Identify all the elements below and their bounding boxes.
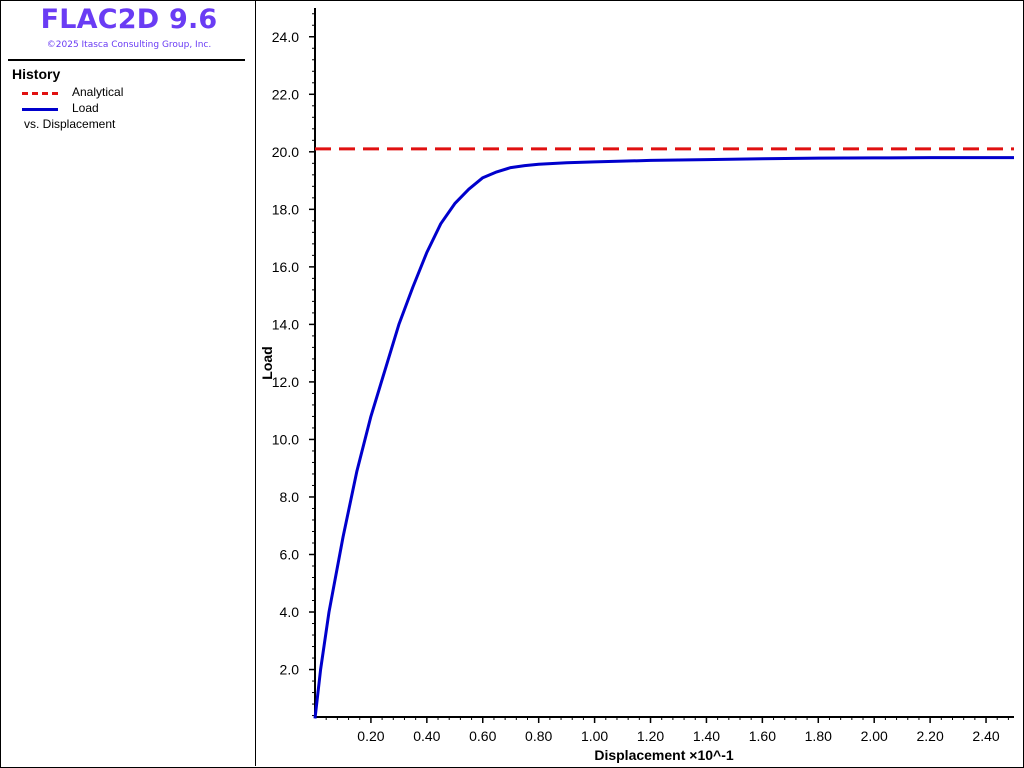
x-tick-label: 2.00 [861,728,888,744]
x-tick-label: 0.40 [413,728,440,744]
y-tick-label: 2.0 [280,662,300,678]
y-tick-label: 22.0 [272,86,299,102]
y-tick-label: 24.0 [272,29,299,45]
x-tick-label: 1.80 [805,728,832,744]
y-tick-label: 6.0 [280,546,300,562]
y-tick-label: 20.0 [272,144,299,160]
x-tick-label: 1.40 [693,728,720,744]
x-tick-label: 0.80 [525,728,552,744]
x-tick-label: 2.20 [916,728,943,744]
chart-ticks: 2.0 4.0 6.0 8.0 10.0 12.0 14.0 16.0 18.0 20.0 22.0… [272,13,1009,744]
y-tick-label: 18.0 [272,201,299,217]
legend-panel: FLAC2D 9.6 ©2025 Itasca Consulting Group… [0,0,256,766]
y-tick-label: 16.0 [272,259,299,275]
legend-label-load: Load [72,101,99,115]
x-tick-label: 1.00 [581,728,608,744]
copyright-text: ©2025 Itasca Consulting Group, Inc. [46,40,212,50]
chart-series [313,147,1014,719]
chart-axes [314,8,1014,718]
header-divider [8,59,245,61]
series-line-load [313,156,1014,719]
y-tick-label: 10.0 [272,431,299,447]
y-axis-title: Load [259,346,275,379]
x-tick-label: 0.20 [357,728,384,744]
x-tick-label: 1.20 [637,728,664,744]
x-axis-title: Displacement ×10^-1 [594,747,734,763]
dashed-line-swatch [22,92,58,95]
legend-label-analytical: Analytical [72,85,124,99]
x-tick-label: 2.40 [972,728,999,744]
chart: 2.0 4.0 6.0 8.0 10.0 12.0 14.0 16.0 18.0 20.0 22.0… [259,8,1014,763]
y-tick-label: 12.0 [272,374,299,390]
x-tick-label: 1.60 [749,728,776,744]
vs-axis-label: vs. Displacement [24,117,116,131]
solid-line-swatch [22,108,58,111]
app-title: FLAC2D 9.6 [40,4,218,35]
x-tick-label: 0.60 [469,728,496,744]
y-tick-label: 8.0 [280,489,300,505]
legend-heading: History [12,66,61,82]
y-tick-label: 14.0 [272,316,299,332]
y-tick-label: 4.0 [280,604,300,620]
